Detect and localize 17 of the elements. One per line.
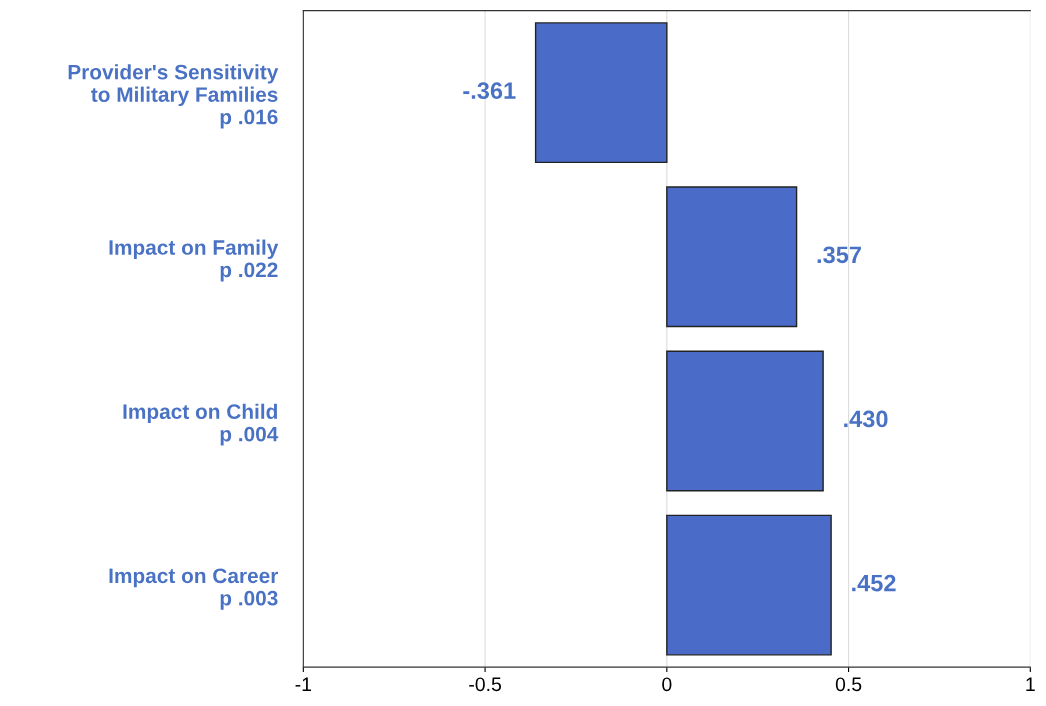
bar: [666, 350, 824, 492]
data-label: .430: [844, 410, 888, 428]
x-tick-label: 0.5: [835, 677, 862, 692]
y-tick-label: Provider's Sensitivity to Military Families p .016: [68, 64, 279, 129]
bar: [534, 22, 668, 164]
x-tick-label: -1: [295, 677, 312, 691]
y-tick-label: Impact on Family p .022: [109, 239, 279, 282]
x-tick-label: 0: [662, 677, 672, 692]
x-tick-label: 1: [1026, 677, 1035, 691]
data-label: -.361: [463, 82, 516, 100]
data-label: .452: [852, 574, 896, 592]
bar: [666, 514, 832, 656]
data-label: .357: [817, 246, 861, 264]
bar: [666, 186, 798, 328]
y-tick-label: Impact on Child p .004: [123, 403, 279, 446]
x-tick-label: -0.5: [469, 677, 502, 692]
y-tick-label: Impact on Career p .003: [109, 568, 279, 610]
